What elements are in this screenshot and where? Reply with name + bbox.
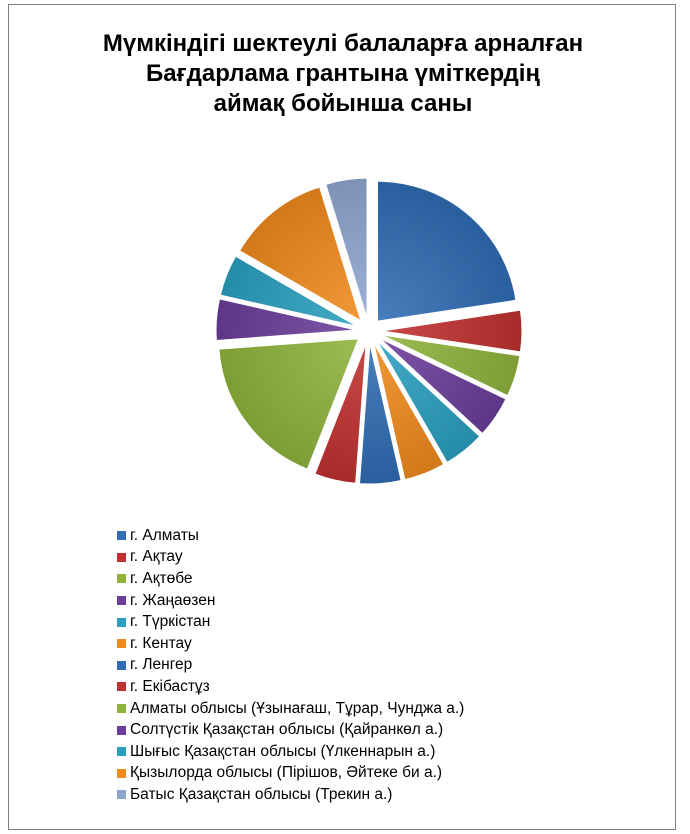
legend-item: г. Ленгер bbox=[117, 655, 657, 677]
pie-slice bbox=[314, 343, 367, 484]
chart-title: Мүмкіндігі шектеулі балаларға арналған Б… bbox=[9, 29, 677, 119]
pie-slice bbox=[379, 337, 507, 435]
pie-slice bbox=[238, 186, 362, 322]
legend-label: г. Ленгер bbox=[130, 656, 193, 674]
pie-slice bbox=[358, 343, 402, 485]
legend-swatch bbox=[117, 639, 126, 649]
legend-item: Қызылорда облысы (Пірішов, Әйтеке би а.) bbox=[117, 763, 657, 785]
legend: г. Алматы г. Ақтау г. Ақтөбе г. Жаңаөзен г. … bbox=[117, 525, 657, 806]
legend-label: г. Кентау bbox=[130, 634, 192, 652]
legend-swatch bbox=[117, 552, 126, 562]
legend-item: Солтүстік Қазақстан облысы (Қайранкөл а.… bbox=[117, 719, 657, 741]
legend-item: г. Екібастұз bbox=[117, 676, 657, 698]
legend-swatch bbox=[117, 596, 126, 606]
legend-label: г. Екібастұз bbox=[130, 677, 210, 695]
legend-item: Батыс Қазақстан облысы (Трекин а.) bbox=[117, 784, 657, 806]
legend-swatch bbox=[117, 790, 126, 800]
legend-label: г. Түркістан bbox=[130, 613, 211, 631]
pie-slice bbox=[218, 338, 360, 470]
legend-swatch bbox=[117, 531, 126, 541]
legend-label: Солтүстік Қазақстан облысы (Қайранкөл а.… bbox=[130, 721, 444, 739]
legend-label: Алматы облысы (Ұзынағаш, Тұрар, Чунджа а… bbox=[130, 699, 465, 717]
chart-title-line-3: аймақ бойынша саны bbox=[213, 90, 473, 117]
legend-swatch bbox=[117, 617, 126, 627]
legend-label: Шығыс Қазақстан облысы (Үлкеннарын а.) bbox=[130, 742, 436, 760]
legend-item: г. Кентау bbox=[117, 633, 657, 655]
legend-label: Батыс Қазақстан облысы (Трекин а.) bbox=[130, 785, 393, 803]
legend-item: г. Ақтау bbox=[117, 547, 657, 569]
chart-title-line-2: Бағдарлама грантына үміткердің bbox=[146, 60, 540, 87]
legend-swatch bbox=[117, 768, 126, 778]
chart-frame: Мүмкіндігі шектеулі балаларға арналған Б… bbox=[8, 4, 676, 830]
pie-slice bbox=[381, 309, 523, 353]
legend-label: г. Ақтөбе bbox=[130, 569, 193, 587]
legend-swatch bbox=[117, 660, 126, 670]
pie-slices bbox=[215, 177, 523, 485]
legend-swatch bbox=[117, 747, 126, 757]
pie-slice bbox=[325, 177, 368, 319]
legend-swatch bbox=[117, 704, 126, 714]
pie-slice bbox=[376, 340, 481, 464]
legend-item: Шығыс Қазақстан облысы (Үлкеннарын а.) bbox=[117, 741, 657, 763]
legend-item: г. Жаңаөзен bbox=[117, 590, 657, 612]
legend-label: г. Жаңаөзен bbox=[130, 591, 216, 609]
legend-item: г. Алматы bbox=[117, 525, 657, 547]
pie-slice bbox=[376, 180, 517, 322]
pie-slice bbox=[381, 334, 521, 397]
pie-slice bbox=[219, 255, 358, 327]
legend-item: г. Түркістан bbox=[117, 611, 657, 633]
legend-label: г. Алматы bbox=[130, 526, 199, 544]
pie-slice bbox=[373, 342, 445, 481]
chart-title-line-1: Мүмкіндігі шектеулі балаларға арналған bbox=[102, 30, 584, 57]
legend-swatch bbox=[117, 574, 126, 584]
legend-item: г. Ақтөбе bbox=[117, 568, 657, 590]
legend-item: Алматы облысы (Ұзынағаш, Тұрар, Чунджа а… bbox=[117, 698, 657, 720]
legend-label: Қызылорда облысы (Пірішов, Әйтеке би а.) bbox=[130, 764, 443, 782]
legend-label: г. Ақтау bbox=[130, 548, 183, 566]
legend-swatch bbox=[117, 725, 126, 735]
legend-swatch bbox=[117, 682, 126, 692]
pie-chart bbox=[215, 177, 523, 485]
pie-slice bbox=[215, 298, 357, 342]
